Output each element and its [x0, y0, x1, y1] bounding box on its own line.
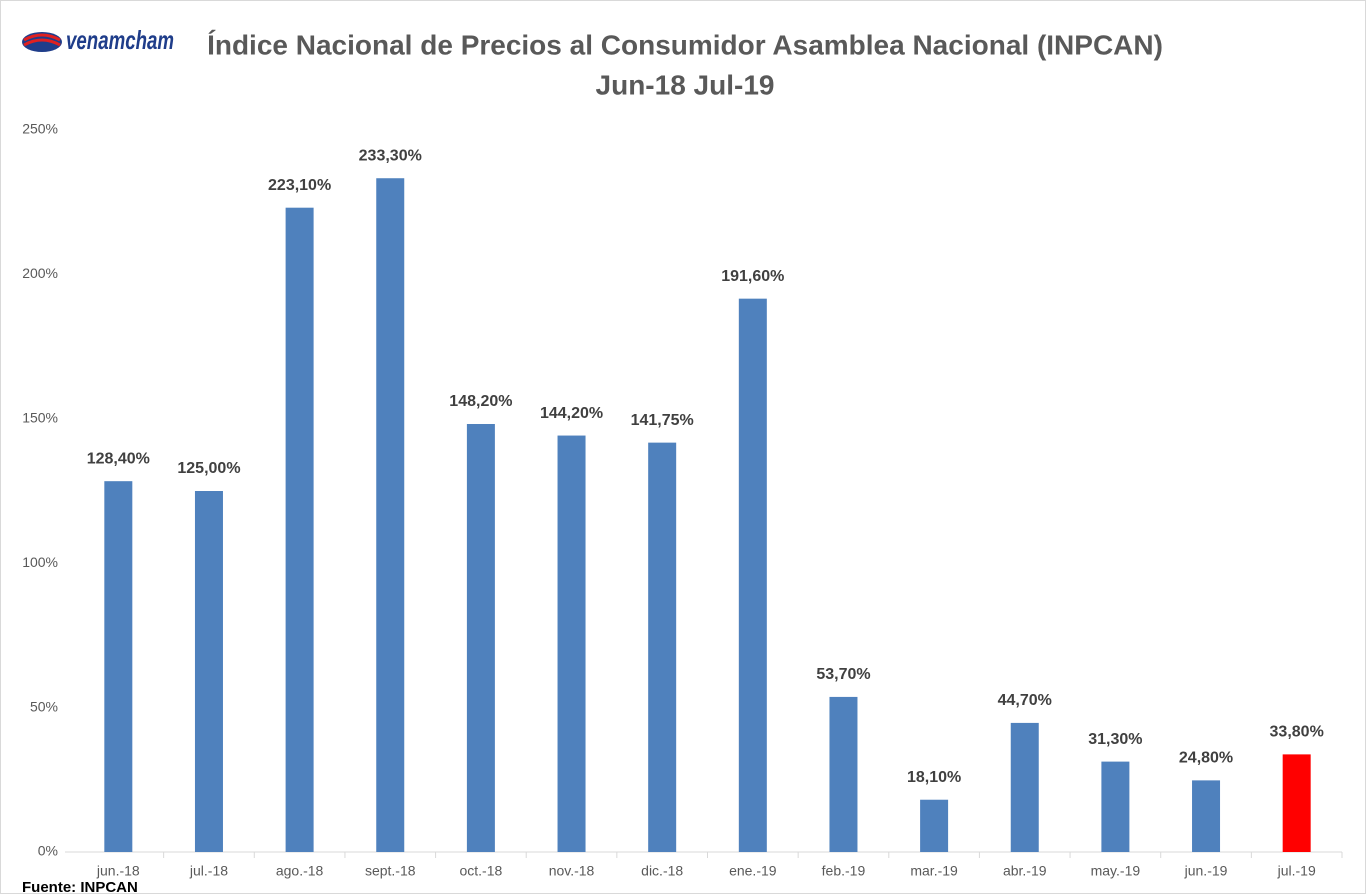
x-tick-label: ago.-18 [276, 863, 324, 879]
data-label: 233,30% [359, 147, 422, 164]
data-label: 44,70% [998, 692, 1052, 709]
data-label: 191,60% [721, 268, 784, 285]
x-tick-label: mar.-19 [910, 863, 958, 879]
bar [1282, 754, 1311, 852]
bar [1101, 761, 1130, 852]
data-label: 18,10% [907, 769, 961, 786]
y-tick-label: 200% [22, 265, 58, 281]
x-tick-label: may.-19 [1091, 863, 1141, 879]
bar [194, 491, 223, 852]
x-tick-label: sept.-18 [365, 863, 416, 879]
data-label: 148,20% [449, 393, 512, 410]
data-label: 144,20% [540, 405, 603, 422]
bar [466, 423, 495, 852]
x-tick-label: jun.-19 [1184, 863, 1228, 879]
bar [829, 696, 858, 852]
bar [738, 298, 767, 853]
data-label: 125,00% [177, 460, 240, 477]
data-label: 31,30% [1088, 731, 1142, 748]
chart-subtitle: Jun-18 Jul-19 [596, 69, 775, 100]
logo-text: venamcham [66, 25, 174, 55]
data-label: 24,80% [1179, 750, 1233, 767]
x-tick-label: nov.-18 [549, 863, 595, 879]
x-tick-label: abr.-19 [1003, 863, 1047, 879]
y-tick-label: 250% [22, 121, 58, 137]
bar [1010, 722, 1039, 852]
data-label: 223,10% [268, 177, 331, 194]
data-label: 128,40% [87, 450, 150, 467]
x-tick-label: jul.-19 [1277, 863, 1316, 879]
y-tick-label: 100% [22, 554, 58, 570]
x-tick-label: jul.-18 [189, 863, 228, 879]
x-tick-label: feb.-19 [822, 863, 866, 879]
logo: venamcham [22, 25, 174, 55]
x-tick-label: dic.-18 [641, 863, 683, 879]
y-tick-label: 0% [38, 843, 58, 859]
bar [104, 481, 133, 852]
bar [648, 442, 677, 852]
data-label: 53,70% [816, 666, 870, 683]
chart-title: Índice Nacional de Precios al Consumidor… [207, 29, 1163, 60]
bar [376, 178, 405, 852]
logo-icon-stripes [23, 33, 61, 47]
x-tick-label: oct.-18 [459, 863, 502, 879]
y-tick-label: 150% [22, 410, 58, 426]
source: Fuente: INPCAN [22, 879, 138, 894]
data-label: 33,80% [1270, 724, 1324, 741]
bar [920, 799, 949, 852]
bar [557, 435, 586, 852]
bar [1192, 780, 1221, 852]
data-label: 141,75% [631, 412, 694, 429]
x-tick-label: ene.-19 [729, 863, 777, 879]
y-tick-label: 50% [30, 698, 58, 714]
bar [285, 207, 314, 852]
x-tick-label: jun.-18 [96, 863, 140, 879]
